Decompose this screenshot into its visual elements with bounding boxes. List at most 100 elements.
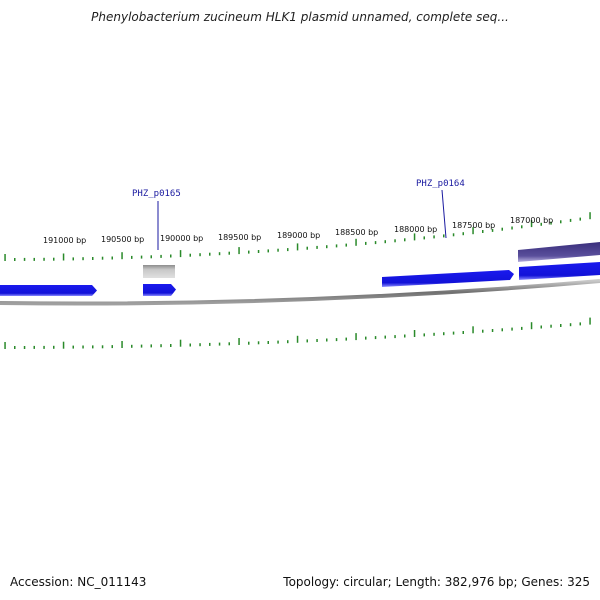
- bp-label-191000: 191000 bp: [43, 236, 86, 245]
- inner-minor-tick: [160, 344, 162, 348]
- outer-minor-tick: [550, 221, 552, 225]
- inner-minor-tick: [433, 332, 435, 336]
- gene-label-phz-p0164[interactable]: PHZ_p0164: [416, 179, 465, 189]
- bp-label-189500: 189500 bp: [218, 233, 261, 242]
- bp-label-188500: 188500 bp: [335, 228, 378, 237]
- gene-arrow-phz-p0165[interactable]: [143, 284, 176, 296]
- inner-minor-tick: [345, 337, 347, 341]
- outer-major-tick: [530, 220, 533, 228]
- outer-minor-tick: [365, 241, 367, 245]
- inner-minor-tick: [326, 338, 328, 342]
- callout-line-phz-p0164: [441, 189, 447, 239]
- outer-minor-tick: [199, 253, 201, 257]
- inner-minor-tick: [306, 339, 308, 343]
- outer-minor-tick: [257, 250, 260, 253]
- inner-minor-tick: [550, 324, 552, 328]
- outer-minor-tick: [511, 226, 513, 230]
- gene-arrow-right[interactable]: [519, 262, 600, 280]
- inner-minor-tick: [43, 345, 45, 349]
- outer-minor-tick: [140, 255, 143, 259]
- outer-major-tick: [296, 243, 299, 251]
- inner-minor-tick: [257, 341, 260, 345]
- inner-minor-tick: [23, 346, 26, 349]
- outer-minor-tick: [72, 257, 74, 261]
- inner-minor-tick: [170, 344, 172, 347]
- bp-label-190500: 190500 bp: [101, 235, 144, 244]
- outer-minor-tick: [218, 252, 221, 256]
- outer-minor-tick: [23, 257, 26, 261]
- outer-minor-tick: [394, 239, 396, 243]
- inner-minor-tick: [501, 328, 503, 332]
- outer-minor-tick: [170, 254, 172, 258]
- gene-arrow-left[interactable]: [0, 285, 97, 296]
- outer-major-tick: [179, 250, 182, 258]
- inner-minor-tick: [482, 329, 484, 333]
- outer-minor-tick: [560, 220, 562, 224]
- inner-minor-tick: [111, 345, 113, 349]
- outer-minor-tick: [579, 217, 581, 221]
- plasmid-backbone: [0, 279, 600, 306]
- outer-minor-tick: [452, 233, 455, 237]
- outer-major-tick: [355, 238, 357, 246]
- outer-minor-tick: [491, 228, 494, 232]
- inner-minor-tick: [92, 345, 94, 349]
- gene-arrow-phz-p0164[interactable]: [382, 270, 514, 287]
- inner-minor-tick: [521, 326, 523, 330]
- outer-minor-tick: [131, 255, 133, 259]
- inner-major-tick: [296, 335, 299, 343]
- outer-tick-ring: [4, 212, 591, 261]
- outer-minor-tick: [384, 240, 386, 244]
- outer-minor-tick: [443, 234, 445, 238]
- inner-minor-tick: [423, 333, 425, 337]
- inner-minor-tick: [199, 343, 201, 347]
- outer-minor-tick: [482, 230, 484, 233]
- inner-major-tick: [4, 342, 6, 349]
- outer-minor-tick: [335, 244, 338, 248]
- inner-minor-tick: [540, 325, 542, 329]
- outer-minor-tick: [540, 222, 542, 226]
- inner-minor-tick: [511, 327, 513, 331]
- gene-arrow-highlighted[interactable]: [518, 242, 600, 262]
- inner-major-tick: [413, 330, 416, 337]
- outer-minor-tick: [189, 253, 191, 257]
- inner-minor-tick: [452, 331, 455, 335]
- outer-minor-tick: [404, 238, 406, 242]
- inner-minor-tick: [209, 342, 211, 346]
- outer-minor-tick: [306, 246, 308, 250]
- outer-minor-tick: [267, 249, 269, 253]
- inner-minor-tick: [140, 344, 143, 348]
- outer-minor-tick: [209, 252, 211, 256]
- inner-major-tick: [472, 326, 474, 334]
- inner-major-tick: [355, 333, 357, 341]
- inner-minor-tick: [316, 339, 318, 342]
- inner-minor-tick: [335, 338, 338, 342]
- inner-minor-tick: [374, 336, 377, 340]
- inner-minor-tick: [443, 332, 445, 336]
- inner-minor-tick: [277, 340, 279, 344]
- outer-minor-tick: [423, 236, 425, 240]
- gene-features[interactable]: [0, 242, 600, 296]
- inner-minor-tick: [569, 323, 572, 327]
- outer-minor-tick: [228, 251, 230, 255]
- inner-minor-tick: [33, 345, 35, 349]
- inner-major-tick: [530, 322, 533, 330]
- outer-major-tick: [4, 254, 6, 261]
- outer-minor-tick: [14, 258, 16, 261]
- outer-minor-tick: [101, 256, 104, 260]
- outer-minor-tick: [326, 245, 328, 249]
- topology-text: Topology: circular; Length: 382,976 bp; …: [283, 575, 590, 589]
- accession-text: Accession: NC_011143: [10, 575, 147, 589]
- pseudogene-phz-p0165[interactable]: [143, 265, 175, 278]
- inner-minor-tick: [579, 322, 581, 326]
- outer-minor-tick: [345, 243, 347, 247]
- inner-minor-tick: [248, 341, 250, 345]
- inner-minor-tick: [365, 336, 367, 340]
- inner-tick-ring: [4, 317, 591, 349]
- outer-major-tick: [413, 233, 416, 241]
- gene-label-phz-p0165[interactable]: PHZ_p0165: [132, 189, 181, 199]
- outer-minor-tick: [160, 254, 162, 258]
- inner-minor-tick: [384, 335, 386, 339]
- outer-minor-tick: [462, 232, 464, 236]
- inner-minor-tick: [150, 344, 152, 348]
